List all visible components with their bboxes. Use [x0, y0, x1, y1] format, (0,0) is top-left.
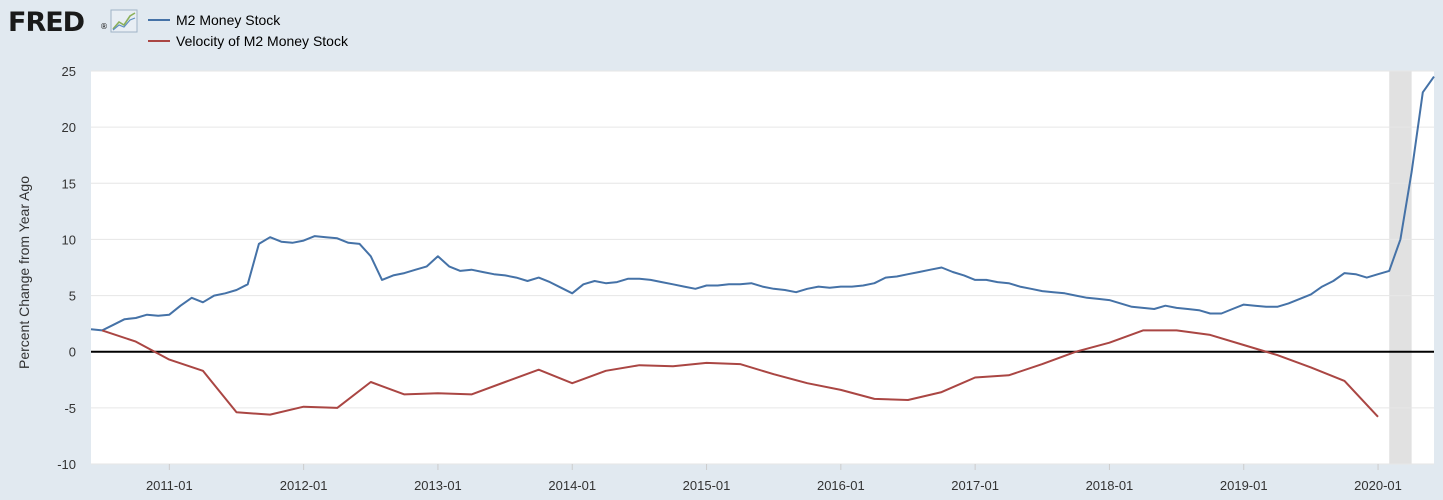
x-tick-label: 2013-01 [414, 478, 462, 493]
y-tick-label: -5 [64, 401, 76, 416]
y-tick-label: 10 [62, 232, 76, 247]
y-tick-label: 0 [69, 345, 76, 360]
series-line-m2-money-stock[interactable] [90, 76, 1435, 332]
y-axis-ticks: -10 -5 0 5 10 15 20 25 [57, 64, 76, 472]
recession-shading [1389, 71, 1412, 464]
x-tick-label: 2018-01 [1086, 478, 1134, 493]
legend-label: M2 Money Stock [176, 12, 281, 28]
x-tick-label: 2019-01 [1220, 478, 1268, 493]
x-tick-label: 2011-01 [146, 478, 193, 493]
y-axis-label: Percent Change from Year Ago [16, 176, 32, 369]
x-tick-label: 2012-01 [280, 478, 328, 493]
registered-mark: ® [100, 22, 108, 31]
fred-logo-text: FRED [8, 7, 84, 38]
x-tick-label: 2015-01 [683, 478, 731, 493]
legend: M2 Money Stock Velocity of M2 Money Stock [148, 12, 349, 49]
plot-area [91, 71, 1434, 464]
fred-logo[interactable]: FRED ® [8, 7, 138, 38]
y-tick-label: 5 [69, 289, 76, 304]
x-tick-label: 2016-01 [817, 478, 865, 493]
x-axis-ticks: 2011-01 2012-01 2013-01 2014-01 2015-01 2016-… [146, 464, 1402, 493]
x-tick-label: 2014-01 [548, 478, 596, 493]
legend-label: Velocity of M2 Money Stock [176, 33, 349, 49]
series-line-velocity-m2[interactable] [101, 329, 1379, 418]
series-lines [90, 76, 1435, 418]
y-tick-label: 25 [62, 64, 76, 79]
trend-graph-icon [110, 9, 138, 33]
x-tick-label: 2017-01 [951, 478, 999, 493]
recession-band [1389, 71, 1412, 464]
x-tick-label: 2020-01 [1354, 478, 1402, 493]
y-tick-label: 15 [62, 176, 76, 191]
y-tick-label: 20 [62, 120, 76, 135]
y-tick-label: -10 [57, 457, 76, 472]
